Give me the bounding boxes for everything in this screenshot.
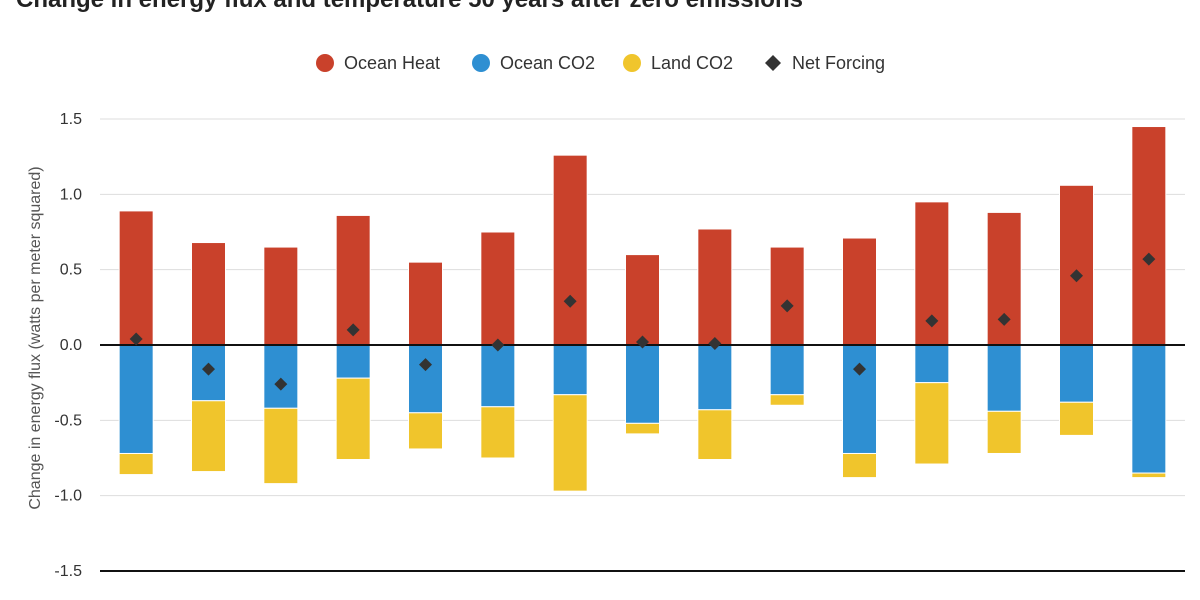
ocean-heat-bar (191, 242, 226, 346)
ocean-heat-bar (697, 228, 733, 346)
ocean-co2-bar (986, 344, 1022, 412)
land-co2-bar (480, 406, 516, 459)
ocean-co2-bar (552, 344, 588, 396)
net-forcing-marker (129, 332, 143, 346)
ocean-heat-bar (408, 261, 443, 346)
ocean-heat-bar (769, 246, 805, 346)
ocean-co2-bar (697, 344, 733, 411)
y-tick-label: -0.5 (54, 412, 82, 429)
y-tick-label: -1.5 (54, 563, 82, 580)
ocean-co2-bar (118, 344, 154, 454)
land-co2-bar (118, 452, 154, 476)
net-forcing-marker (780, 299, 794, 313)
ocean-co2-bar (625, 344, 660, 424)
land-co2-bar (986, 410, 1022, 454)
legend: Ocean Heat Ocean CO2 Land CO2 Net Forcing (316, 53, 885, 73)
land-co2-bar (408, 412, 443, 450)
bars (118, 126, 1167, 492)
net-forcing-marker (636, 335, 649, 349)
legend-swatch-ocean-heat (316, 54, 334, 72)
y-tick-label: -1.0 (54, 488, 82, 505)
ocean-heat-bar (842, 237, 877, 346)
y-axis-title: Change in energy flux (watts per meter s… (27, 166, 44, 509)
land-co2-bar (263, 407, 299, 485)
ocean-co2-bar (408, 344, 443, 414)
y-tick-label: 0.0 (60, 337, 82, 354)
net-forcing-marker (925, 314, 939, 328)
net-forcing-marker (1142, 252, 1156, 266)
ocean-co2-bar (1131, 344, 1167, 474)
legend-swatch-land-co2 (623, 54, 641, 72)
ocean-heat-bar (335, 214, 371, 346)
ocean-co2-bar (1059, 344, 1094, 403)
ocean-heat-bar (552, 154, 588, 346)
legend-label-ocean-heat: Ocean Heat (344, 53, 440, 73)
land-co2-bar (1059, 401, 1094, 436)
y-tick-label: 0.5 (60, 262, 82, 279)
land-co2-bar (1131, 472, 1167, 479)
y-tick-label: 1.5 (60, 111, 82, 128)
ocean-co2-bar (480, 344, 516, 408)
ocean-co2-bar (914, 344, 950, 384)
land-co2-bar (842, 452, 877, 479)
net-forcing-marker (491, 338, 505, 352)
land-co2-bar (552, 394, 588, 492)
ocean-co2-bar (769, 344, 805, 396)
ocean-heat-bar (625, 254, 660, 346)
net-forcing-marker (563, 294, 577, 308)
land-co2-bar (697, 409, 733, 461)
net-forcing-marker (274, 377, 288, 391)
ocean-heat-bar (480, 231, 516, 346)
legend-marker-net-forcing (765, 55, 781, 71)
chart-title: Change in energy flux and temperature 50… (16, 0, 803, 14)
legend-label-ocean-co2: Ocean CO2 (500, 53, 595, 73)
net-forcing-markers (129, 252, 1156, 391)
net-forcing-marker (202, 362, 215, 376)
legend-label-net-forcing: Net Forcing (792, 53, 885, 73)
net-forcing-marker (853, 362, 866, 376)
ocean-heat-bar (118, 210, 154, 346)
net-forcing-marker (346, 323, 360, 337)
y-axis: 1.5 1.0 0.5 0.0 -0.5 -1.0 -1.5 (54, 111, 82, 580)
land-co2-bar (335, 377, 371, 461)
ocean-heat-bar (1131, 126, 1167, 346)
ocean-co2-bar (263, 344, 299, 409)
land-co2-bar (191, 400, 226, 473)
y-tick-label: 1.0 (60, 186, 82, 203)
net-forcing-marker (1070, 269, 1083, 283)
ocean-heat-bar (1059, 184, 1094, 346)
ocean-co2-bar (335, 344, 371, 379)
net-forcing-marker (997, 312, 1011, 326)
ocean-heat-bar (263, 246, 299, 346)
legend-label-land-co2: Land CO2 (651, 53, 733, 73)
land-co2-bar (769, 394, 805, 406)
net-forcing-marker (708, 336, 722, 350)
land-co2-bar (625, 422, 660, 435)
land-co2-bar (914, 382, 950, 465)
net-forcing-marker (419, 358, 432, 372)
legend-swatch-ocean-co2 (472, 54, 490, 72)
ocean-co2-bar (842, 344, 877, 454)
